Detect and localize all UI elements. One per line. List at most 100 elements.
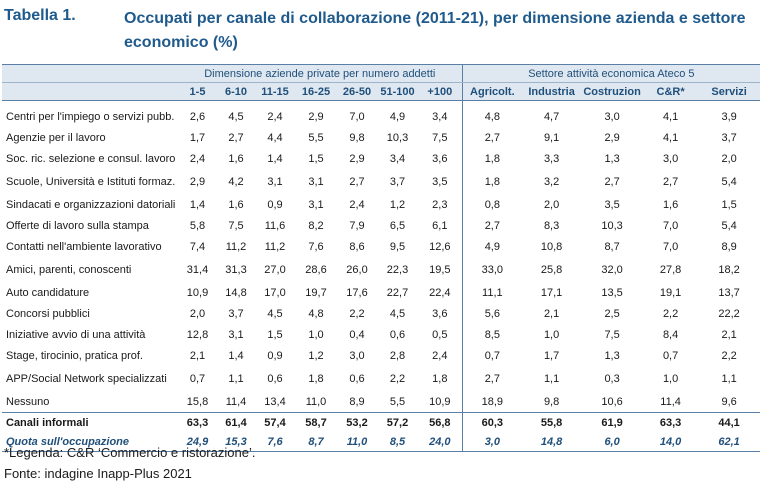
table-cell: 24,9 [178, 432, 217, 452]
table-cell: 4,7 [543, 110, 560, 123]
table-row: Contatti nell'ambiente lavorativo 7,4 11,2… [2, 236, 760, 257]
table-cell: 1,7 [189, 131, 206, 144]
table-cell: 2,0 [543, 198, 560, 211]
table-cell: 1,2 [308, 349, 324, 362]
table-cell: 1,4 [189, 198, 206, 211]
table-row: Iniziative avvio di una attività 12,8 3,1 1… [2, 324, 760, 345]
table-cell: 11,1 [461, 282, 523, 303]
table-row: Nessuno 15,8 11,4 13,4 11,0 8,9 5,5 10,9 18,9 9,8… [2, 391, 760, 413]
table-cell: 22,3 [386, 263, 409, 276]
row-label: Stage, tirocinio, pratica prof. [6, 349, 143, 362]
table-cell: 14,8 [225, 286, 247, 299]
table-cell: 22,7 [386, 286, 409, 299]
row-label: Scuole, Università e Istituti formaz. [6, 175, 176, 188]
column-header: 6-10 [217, 82, 255, 101]
table-cell: 7,9 [349, 219, 365, 232]
table-cell: 19,5 [429, 263, 451, 276]
legend-note: *Legenda: C&R ‘Commercio e ristorazione’… [4, 445, 256, 460]
row-label: Sindacati e organizzazioni datoriali [6, 198, 176, 211]
table-cell: 3,4 [432, 110, 448, 123]
row-label: Contatti nell'ambiente lavorativo [6, 240, 162, 253]
table-cell: 8,4 [662, 328, 679, 341]
column-header: 26-50 [337, 82, 377, 101]
table-row: Quota sull'occupazione 24,9 15,3 7,6 8,7 11,0… [2, 432, 761, 452]
table-row: Canali informali 63,3 61,4 57,4 58,7 53,2 57,2… [2, 412, 761, 432]
table-cell: 0,6 [349, 372, 365, 385]
table-cell: 5,5 [389, 395, 406, 408]
table-cell: 62,1 [698, 432, 761, 452]
header-blank-2 [2, 82, 178, 101]
table-cell: 7,6 [308, 240, 324, 253]
table-cell: 8,3 [543, 219, 560, 232]
table-title: Tabella 1. Occupati per canale di collab… [4, 6, 770, 58]
table-cell: 2,2 [721, 349, 737, 362]
table-cell: 7,6 [255, 432, 295, 452]
table-cell: 10,6 [601, 395, 623, 408]
row-label: Amici, parenti, conoscenti [6, 263, 132, 276]
table-cell: 26,0 [346, 263, 368, 276]
table-cell: 3,6 [432, 307, 448, 320]
table-cell: 2,4 [267, 110, 283, 123]
table-cell: 0,5 [432, 328, 448, 341]
table-cell: 4,5 [228, 110, 244, 123]
table-cell: 8,2 [308, 219, 324, 232]
row-spacer [2, 100, 760, 106]
table-row: Centri per l'impiego o servizi pubb. 2,6 4… [2, 106, 760, 127]
table-cell: 11,2 [225, 240, 247, 253]
table-cell: 15,3 [217, 432, 255, 452]
table-cell: 1,5 [267, 328, 283, 341]
table-cell: 3,0 [461, 432, 523, 452]
table-cell: 1,2 [389, 198, 406, 211]
table-cell: 9,5 [389, 240, 406, 253]
table-cell: 13,4 [264, 395, 286, 408]
table-cell: 22,2 [718, 307, 740, 320]
column-header: Agricolt. [461, 82, 523, 101]
table-cell: 12,8 [186, 328, 209, 341]
column-header: 16-25 [295, 82, 337, 101]
table-cell: 0,3 [604, 372, 620, 385]
table-cell: 7,5 [432, 131, 448, 144]
table-cell: 57,2 [377, 412, 418, 432]
table-cell: 10,9 [186, 286, 209, 299]
table-cell: 2,9 [349, 152, 365, 165]
table-cell: 18,9 [461, 391, 523, 413]
table-cell: 2,7 [349, 175, 365, 188]
table-cell: 0,8 [461, 194, 523, 215]
table-cell: 2,7 [461, 366, 523, 391]
table-cell: 10,3 [386, 131, 409, 144]
column-header: 1-5 [178, 82, 217, 101]
source-note: Fonte: indagine Inapp-Plus 2021 [4, 466, 192, 481]
table-cell: 3,1 [267, 175, 283, 188]
table-cell: 4,8 [308, 307, 324, 320]
table-cell: 7,0 [349, 110, 365, 123]
row-label: Auto candidature [6, 286, 90, 299]
table-cell: 1,6 [228, 152, 244, 165]
column-header: Costruzion [581, 82, 644, 101]
column-header: 51-100 [377, 82, 418, 101]
data-table: Dimensione aziende private per numero ad… [2, 64, 761, 452]
table-cell: 2,8 [389, 349, 406, 362]
table-cell: 4,1 [662, 131, 679, 144]
table-cell: 10,3 [601, 219, 623, 232]
table-cell: 4,9 [389, 110, 406, 123]
table-cell: 1,8 [308, 372, 324, 385]
table-cell: 2,4 [349, 198, 365, 211]
table-cell: 2,4 [189, 152, 206, 165]
table-cell: 0,6 [389, 328, 406, 341]
table-cell: 6,5 [389, 219, 406, 232]
group-header-sector: Settore attività economica Ateco 5 [461, 64, 761, 83]
table-cell: 61,4 [217, 412, 255, 432]
table-cell: 33,0 [461, 257, 523, 282]
column-header: +100 [418, 82, 463, 101]
table-cell: 4,5 [267, 307, 283, 320]
table-cell: 1,6 [228, 198, 244, 211]
table-cell: 3,0 [349, 349, 365, 362]
table-cell: 10,9 [429, 395, 451, 408]
table-cell: 24,0 [418, 432, 463, 452]
table-cell: 11,0 [337, 432, 377, 452]
table-row: Auto candidature 10,9 14,8 17,0 19,7 17,6 22,7… [2, 282, 760, 303]
table-cell: 7,4 [189, 240, 206, 253]
table-cell: 4,5 [389, 307, 406, 320]
table-cell: 58,7 [295, 412, 337, 432]
table-cell: 17,1 [540, 286, 563, 299]
